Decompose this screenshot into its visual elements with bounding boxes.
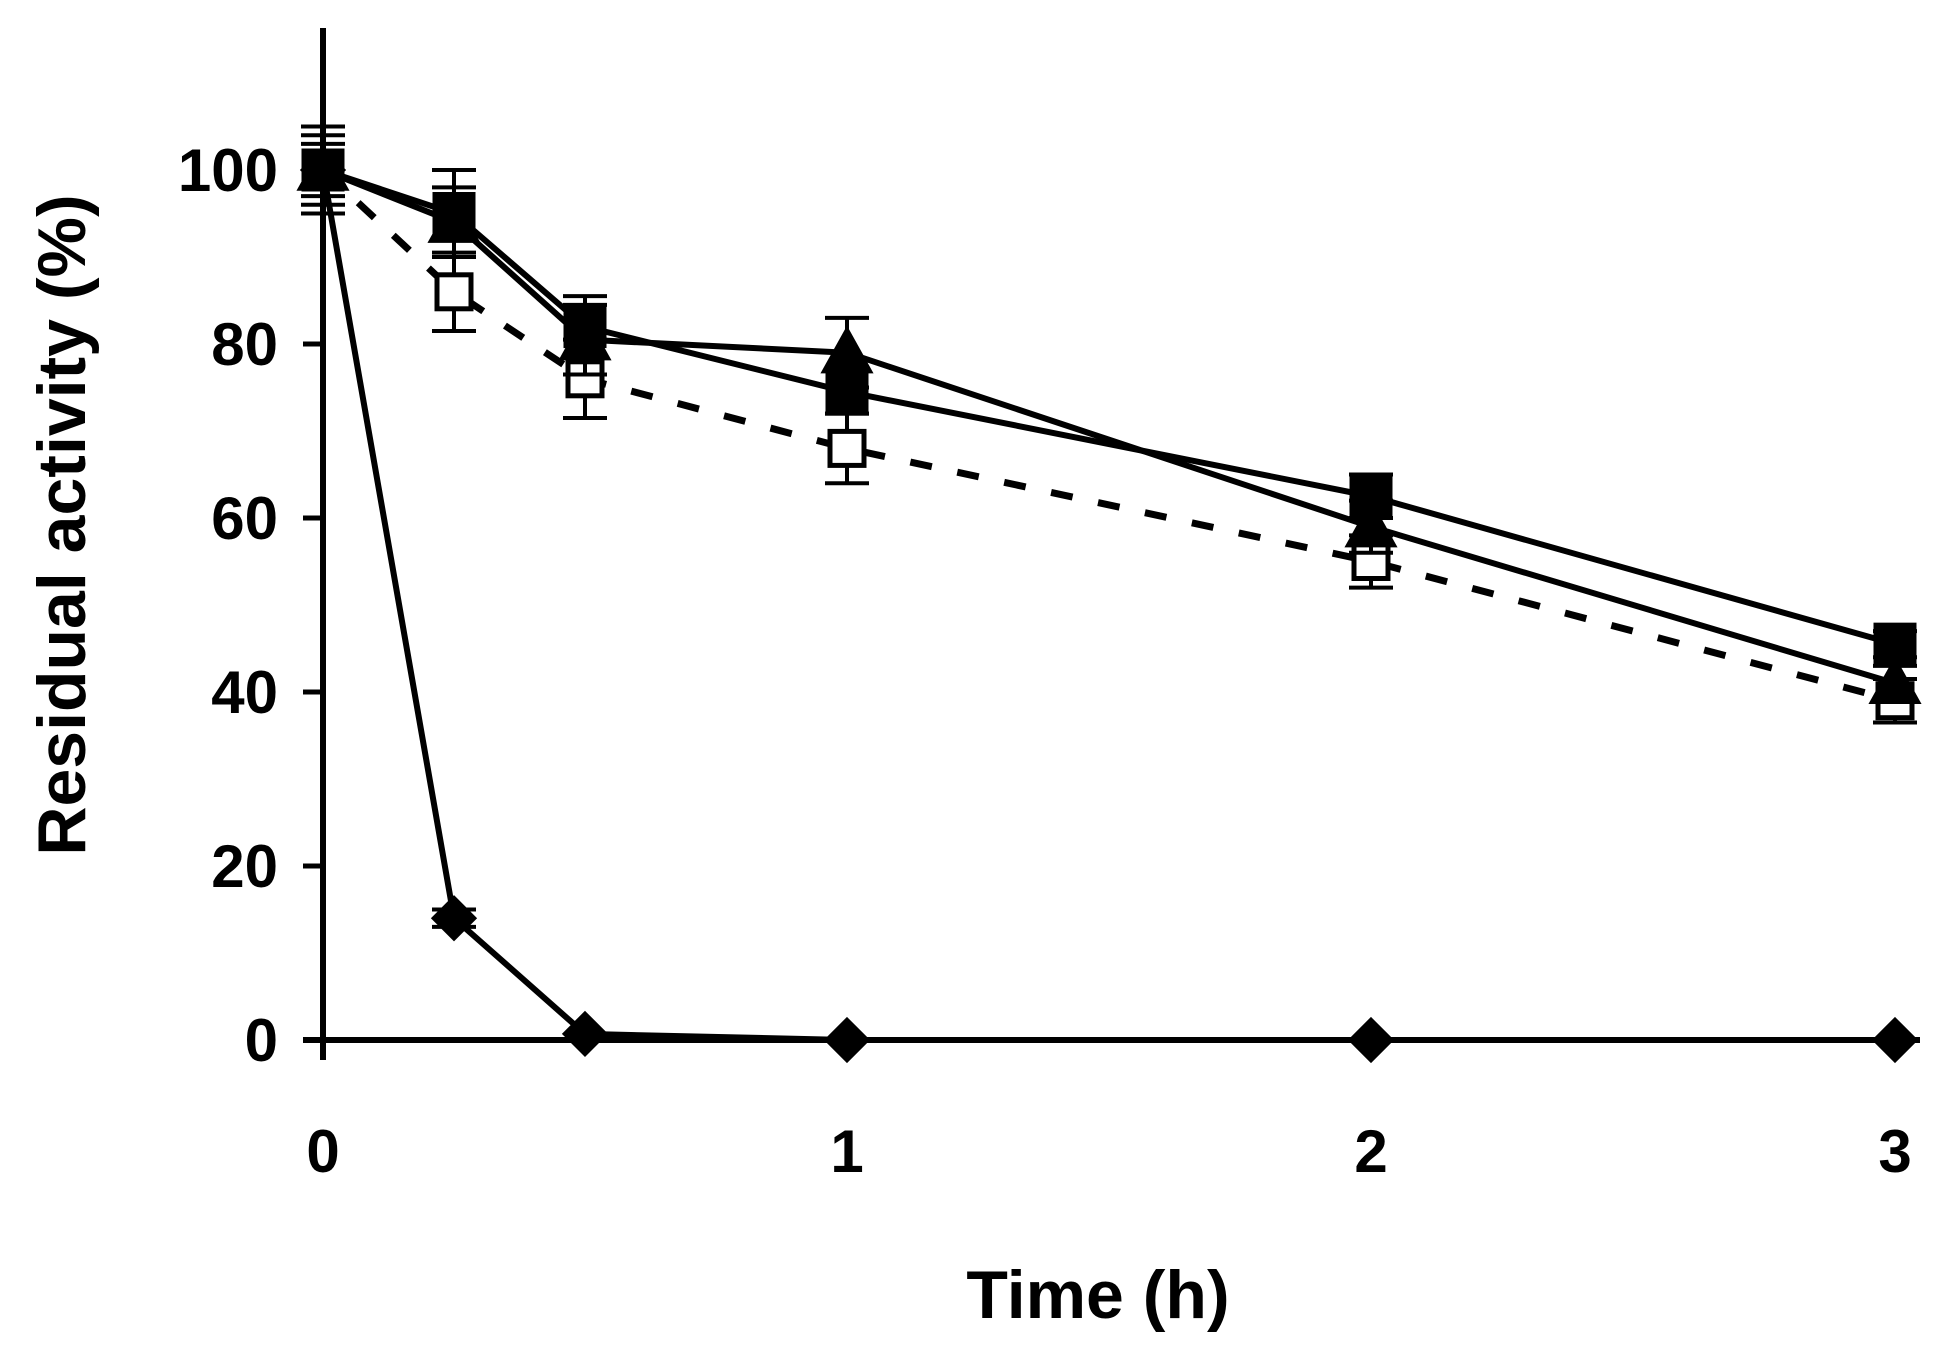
filled-diamond-marker	[299, 146, 347, 194]
filled-diamond-marker	[823, 1016, 871, 1064]
open-square-marker	[434, 272, 474, 312]
open-square-series	[301, 124, 1917, 725]
filled-square-marker	[563, 305, 607, 349]
filled-square-line	[322, 167, 1896, 648]
y-tick-label: 0	[245, 1007, 278, 1074]
filled-square-series	[301, 141, 1917, 666]
y-tick-label: 80	[211, 311, 278, 378]
filled-triangle-line	[321, 167, 1896, 687]
y-axis-title: Residual activity (%)	[24, 194, 100, 855]
series-group	[296, 124, 1922, 1064]
filled-triangle-marker	[1344, 499, 1398, 548]
filled-diamond-marker	[1347, 1016, 1395, 1064]
y-tick-label: 100	[178, 137, 278, 204]
x-tick-label: 2	[1354, 1118, 1387, 1185]
open-square-marker	[827, 428, 867, 468]
filled-square-marker	[825, 370, 869, 414]
filled-diamond-line	[320, 169, 1895, 1043]
filled-diamond-marker	[561, 1010, 609, 1058]
filled-square-marker	[1873, 622, 1917, 666]
filled-square-marker	[1349, 474, 1393, 518]
filled-triangle-marker	[1868, 656, 1922, 704]
x-tick-label: 1	[830, 1118, 863, 1185]
labels-group: Time (h) Residual activity (%)	[24, 194, 1230, 1333]
filled-diamond-marker	[1871, 1016, 1919, 1064]
x-axis-title: Time (h)	[966, 1257, 1229, 1333]
filled-diamond-marker	[430, 895, 478, 942]
y-tick-label: 40	[211, 659, 278, 726]
filled-triangle-series	[296, 133, 1922, 704]
x-tick-label: 3	[1878, 1118, 1911, 1185]
open-square-line	[320, 167, 1896, 705]
filled-square-marker	[432, 192, 476, 235]
y-tick-label: 20	[211, 833, 278, 900]
filled-diamond-series	[299, 146, 1919, 1064]
y-tick-label: 60	[211, 485, 278, 552]
x-tick-label: 0	[306, 1118, 339, 1185]
